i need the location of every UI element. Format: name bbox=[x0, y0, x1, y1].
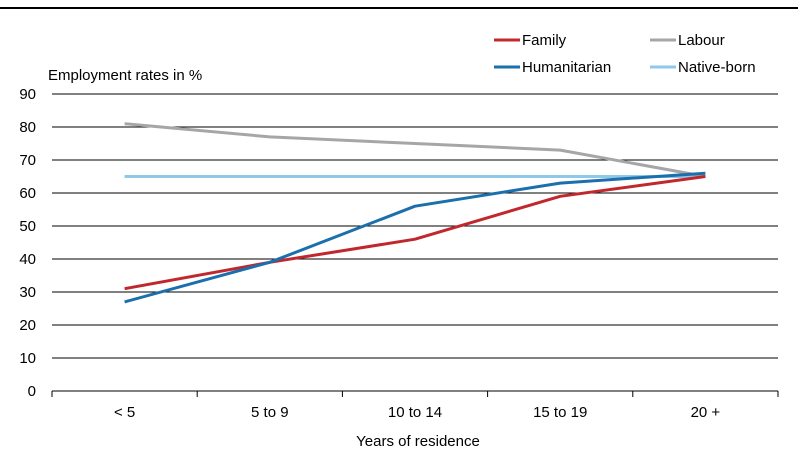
legend-label-labour: Labour bbox=[678, 32, 725, 49]
y-tick-label: 10 bbox=[19, 350, 36, 367]
series-line-family bbox=[124, 175, 706, 291]
y-tick-label: 0 bbox=[28, 383, 36, 400]
axes: 0 10 20 30 40 50 60 70 80 90 < 5 5 to 9 10 to 14 15 t… bbox=[19, 86, 779, 421]
legend-label-native-born: Native-born bbox=[678, 59, 756, 76]
x-tick-label: < 5 bbox=[114, 404, 135, 421]
y-tick-label: 90 bbox=[19, 86, 36, 103]
y-tick-label: 50 bbox=[19, 218, 36, 235]
legend-label-humanitarian: Humanitarian bbox=[522, 59, 611, 76]
y-tick-label: 40 bbox=[19, 251, 36, 268]
legend: Family Labour Humanitarian Native-born bbox=[494, 32, 756, 76]
x-tick-label: 10 to 14 bbox=[388, 404, 442, 421]
y-tick-label: 80 bbox=[19, 119, 36, 136]
y-axis-label: Employment rates in % bbox=[48, 67, 202, 84]
y-tick-label: 30 bbox=[19, 284, 36, 301]
x-tick-label: 5 to 9 bbox=[251, 404, 289, 421]
y-tick-label: 70 bbox=[19, 152, 36, 169]
x-axis-label: Years of residence bbox=[356, 433, 480, 450]
series-line-labour bbox=[124, 122, 706, 178]
legend-label-family: Family bbox=[522, 32, 567, 49]
x-tick-label: 15 to 19 bbox=[533, 404, 587, 421]
gridlines bbox=[52, 93, 778, 359]
y-tick-label: 60 bbox=[19, 185, 36, 202]
x-tick-label: 20 + bbox=[691, 404, 721, 421]
series-line-humanitarian bbox=[124, 171, 706, 304]
series-lines bbox=[124, 122, 706, 304]
y-tick-label: 20 bbox=[19, 317, 36, 334]
